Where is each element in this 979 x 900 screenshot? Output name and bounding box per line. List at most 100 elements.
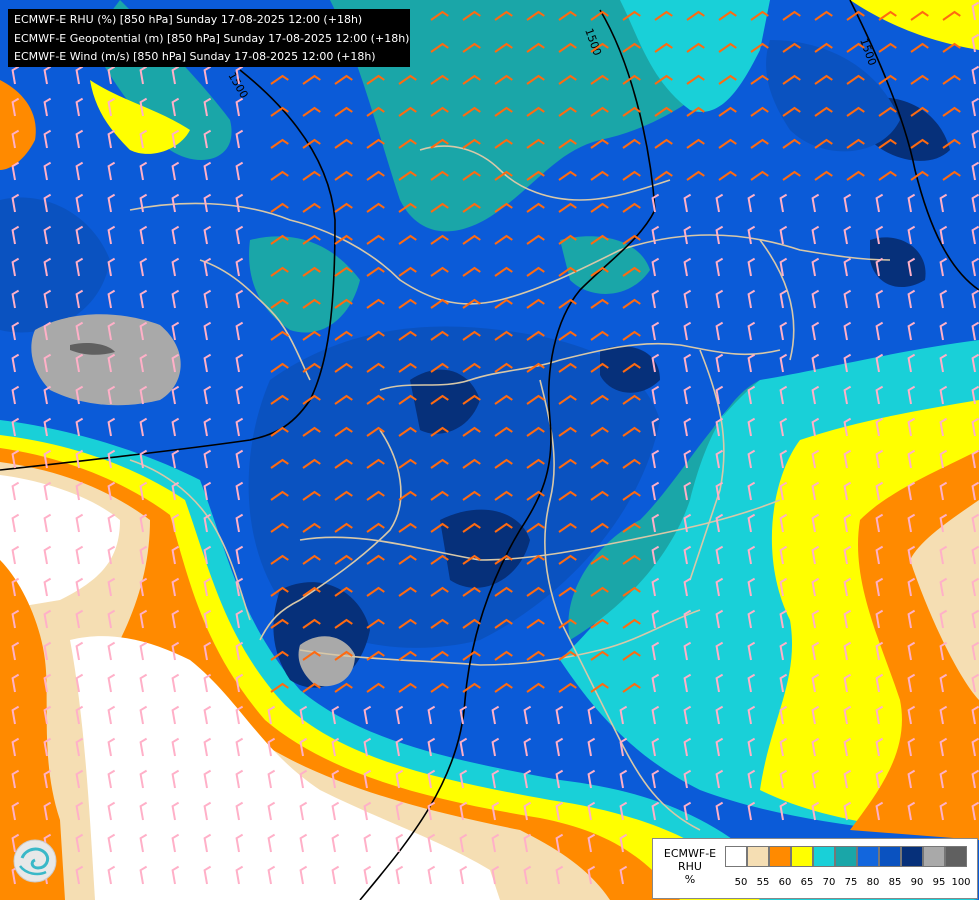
wind-barb-icon: [622, 554, 641, 565]
wind-barb-icon: [11, 769, 20, 789]
wind-barb-icon: [43, 705, 52, 725]
wind-barb-icon: [43, 513, 52, 533]
wind-barb-icon: [139, 65, 148, 85]
wind-barb-icon: [779, 353, 788, 373]
wind-barb-icon: [654, 138, 673, 149]
wind-barb-icon: [334, 266, 353, 277]
legend-swatch: [923, 846, 945, 867]
wind-barb-icon: [75, 97, 84, 117]
wind-barb-icon: [363, 833, 372, 853]
wind-barb-icon: [235, 449, 244, 469]
wind-barb-icon: [811, 289, 820, 309]
wind-barb-icon: [651, 705, 660, 725]
wind-barb-icon: [398, 394, 417, 405]
wind-barb-icon: [622, 330, 641, 341]
wind-barb-icon: [587, 833, 596, 853]
wind-barb-icon: [107, 737, 116, 757]
wind-barb-icon: [11, 609, 20, 629]
wind-barb-icon: [558, 426, 577, 437]
wind-barb-icon: [523, 769, 532, 789]
wind-barb-icon: [235, 193, 244, 213]
wind-barb-icon: [875, 449, 884, 469]
rhu-legend: ECMWF-E RHU % 50 55 60 65 70 75 80 85 90 95 100: [652, 838, 978, 899]
wind-barb-icon: [651, 449, 660, 469]
wind-barb-icon: [622, 266, 641, 277]
wind-barb-icon: [715, 289, 724, 309]
wind-barb-icon: [75, 225, 84, 245]
wind-barb-icon: [526, 10, 545, 21]
wind-barb-icon: [203, 289, 212, 309]
legend-tick-label: 75: [844, 877, 858, 888]
wind-barb-icon: [494, 202, 513, 213]
wind-barb-icon: [622, 106, 641, 117]
wind-barb-icon: [686, 42, 705, 53]
wind-barb-icon: [398, 586, 417, 597]
wind-barb-icon: [270, 138, 289, 149]
wind-barb-icon: [430, 522, 449, 533]
wind-barb-icon: [654, 106, 673, 117]
wind-barb-icon: [715, 705, 724, 725]
wind-barb-icon: [43, 65, 52, 85]
wind-barb-icon: [622, 618, 641, 629]
wind-barb-icon: [395, 865, 404, 885]
wind-barb-icon: [779, 321, 788, 341]
wind-barb-icon: [971, 1, 979, 21]
wind-barb-icon: [939, 225, 948, 245]
wind-barb-icon: [235, 609, 244, 629]
wind-barb-icon: [171, 385, 180, 405]
wind-barb-icon: [203, 417, 212, 437]
wind-barb-icon: [558, 554, 577, 565]
wind-barb-icon: [363, 865, 372, 885]
wind-barb-icon: [43, 385, 52, 405]
wind-barb-icon: [686, 10, 705, 21]
wind-barb-icon: [683, 417, 692, 437]
wind-barb-icon: [75, 673, 84, 693]
wind-barb-icon: [878, 42, 897, 53]
wind-barb-icon: [171, 609, 180, 629]
wind-barb-icon: [235, 737, 244, 757]
wind-barbs: [11, 1, 979, 885]
wind-barb-icon: [875, 321, 884, 341]
wind-barb-icon: [334, 426, 353, 437]
wind-barb-icon: [302, 650, 321, 661]
wind-barb-icon: [526, 522, 545, 533]
wind-barb-icon: [171, 129, 180, 149]
wind-barb-icon: [203, 545, 212, 565]
wind-barb-icon: [622, 650, 641, 661]
wind-barb-icon: [430, 490, 449, 501]
wind-barb-icon: [235, 289, 244, 309]
wind-barb-icon: [270, 266, 289, 277]
wind-barb-icon: [11, 385, 20, 405]
wind-barb-icon: [171, 545, 180, 565]
wind-barb-icon: [715, 417, 724, 437]
rhu-zone-orange-nw: [0, 80, 36, 170]
wind-barb-icon: [203, 513, 212, 533]
wind-barb-icon: [171, 65, 180, 85]
wind-barb-icon: [235, 769, 244, 789]
wind-barb-icon: [43, 225, 52, 245]
wind-barb-icon: [171, 577, 180, 597]
wind-barb-icon: [526, 490, 545, 501]
wind-barb-icon: [654, 10, 673, 21]
wind-barb-icon: [430, 458, 449, 469]
wind-barb-icon: [971, 705, 979, 725]
wind-barb-icon: [747, 321, 756, 341]
wind-barb-icon: [203, 129, 212, 149]
wind-barb-icon: [907, 641, 916, 661]
wind-barb-icon: [750, 170, 769, 181]
legend-tick-label: 50: [734, 877, 748, 888]
wind-barb-icon: [971, 673, 979, 693]
wind-barb-icon: [715, 321, 724, 341]
rhu-zone-navy-4: [600, 346, 660, 393]
wind-barb-icon: [139, 385, 148, 405]
wind-barb-icon: [907, 353, 916, 373]
wind-barb-icon: [846, 138, 865, 149]
wind-barb-icon: [491, 705, 500, 725]
wind-barb-icon: [715, 225, 724, 245]
wind-barb-icon: [555, 865, 564, 885]
wind-barb-icon: [907, 481, 916, 501]
wind-barb-icon: [811, 353, 820, 373]
wind-barb-icon: [747, 673, 756, 693]
